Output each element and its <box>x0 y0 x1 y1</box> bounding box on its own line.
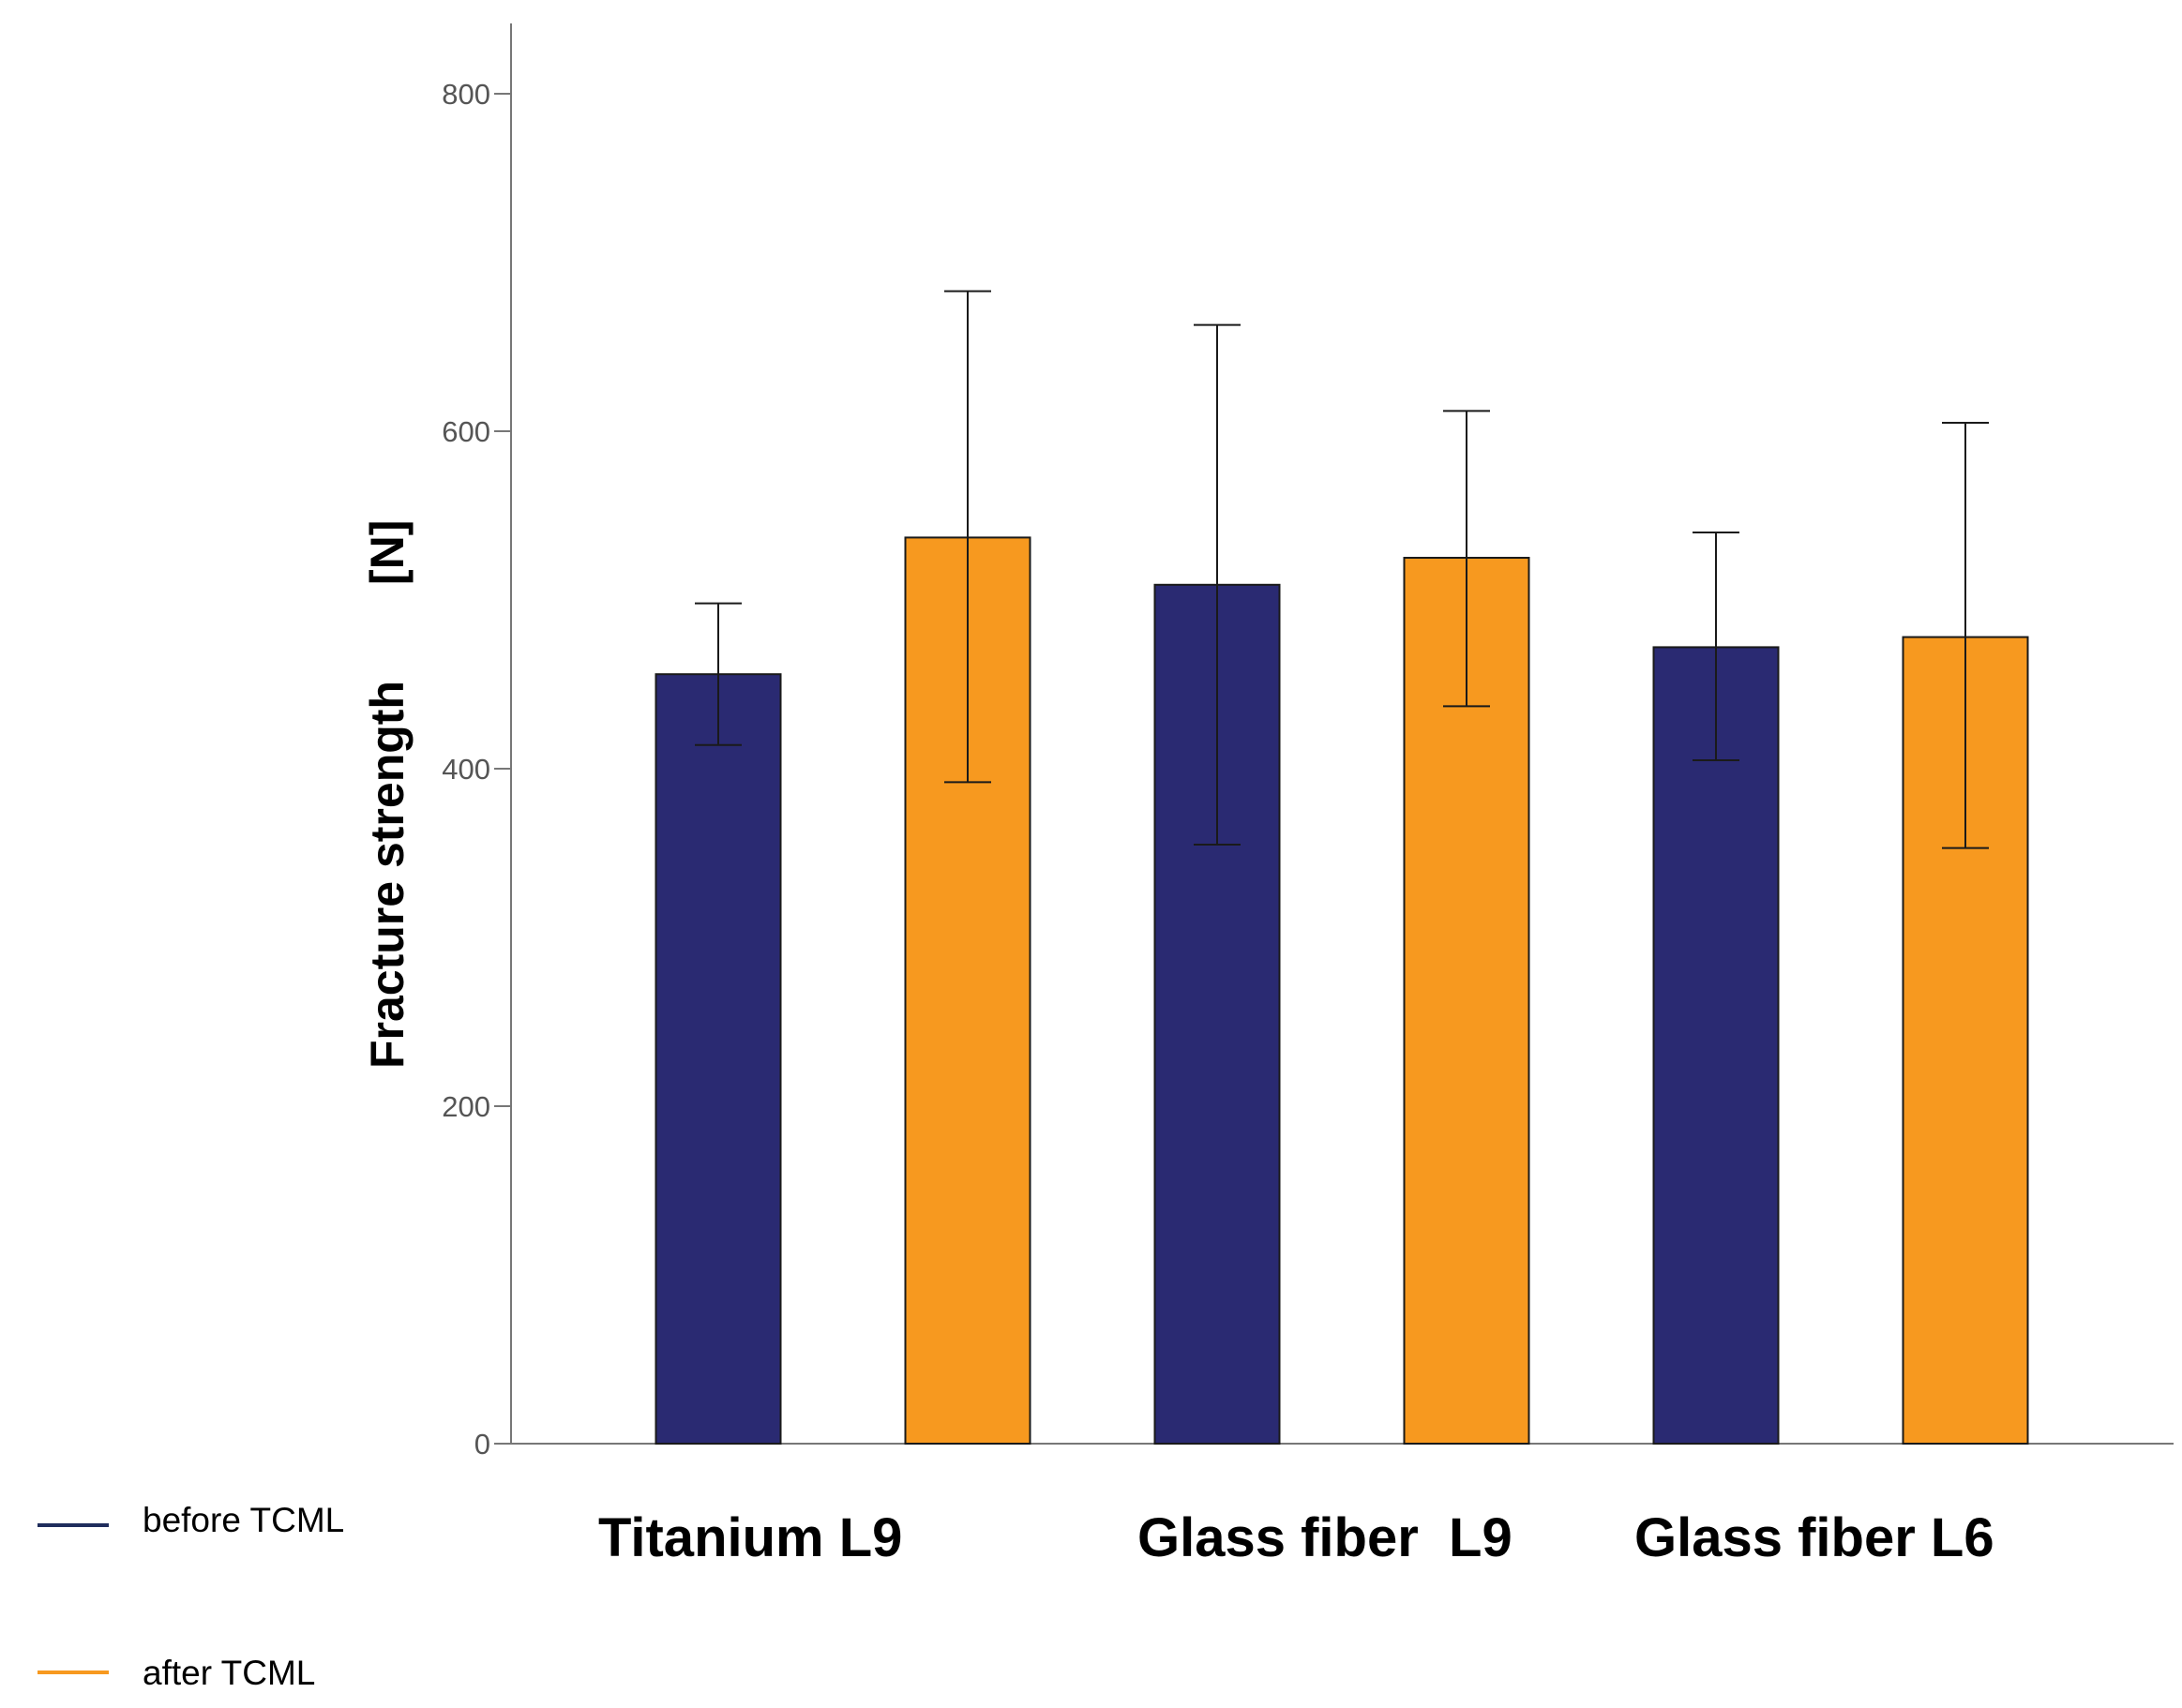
bars <box>655 536 2029 1445</box>
legend-label-after: after TCML <box>143 1654 315 1692</box>
y-tick-label: 200 <box>442 1090 490 1123</box>
bar <box>655 673 782 1445</box>
y-tick-label: 0 <box>474 1428 490 1461</box>
axes <box>494 23 2174 1445</box>
y-axis-title-main: Fracture strength <box>361 681 414 1069</box>
legend-label-before: before TCML <box>143 1501 344 1539</box>
error-bars <box>695 290 1989 849</box>
category-label-glass-fiber-l6: Glass fiber L6 <box>1634 1507 1994 1568</box>
legend: before TCML after TCML <box>38 1501 344 1692</box>
y-tick-labels: 0 200 400 600 800 <box>442 78 490 1461</box>
category-label-glass-fiber-l9: Glass fiber L9 <box>1137 1507 1512 1568</box>
y-axis-title-unit: [N] <box>361 520 414 585</box>
y-tick-label: 800 <box>442 78 490 111</box>
y-tick-label: 400 <box>442 753 490 786</box>
category-label-titanium-l9: Titanium L9 <box>598 1507 902 1568</box>
bar <box>1652 646 1780 1445</box>
y-tick-label: 600 <box>442 415 490 448</box>
x-category-labels: Titanium L9 Glass fiber L9 Glass fiber L… <box>598 1507 1994 1568</box>
y-axis-title: Fracture strength [N] <box>361 520 414 1069</box>
